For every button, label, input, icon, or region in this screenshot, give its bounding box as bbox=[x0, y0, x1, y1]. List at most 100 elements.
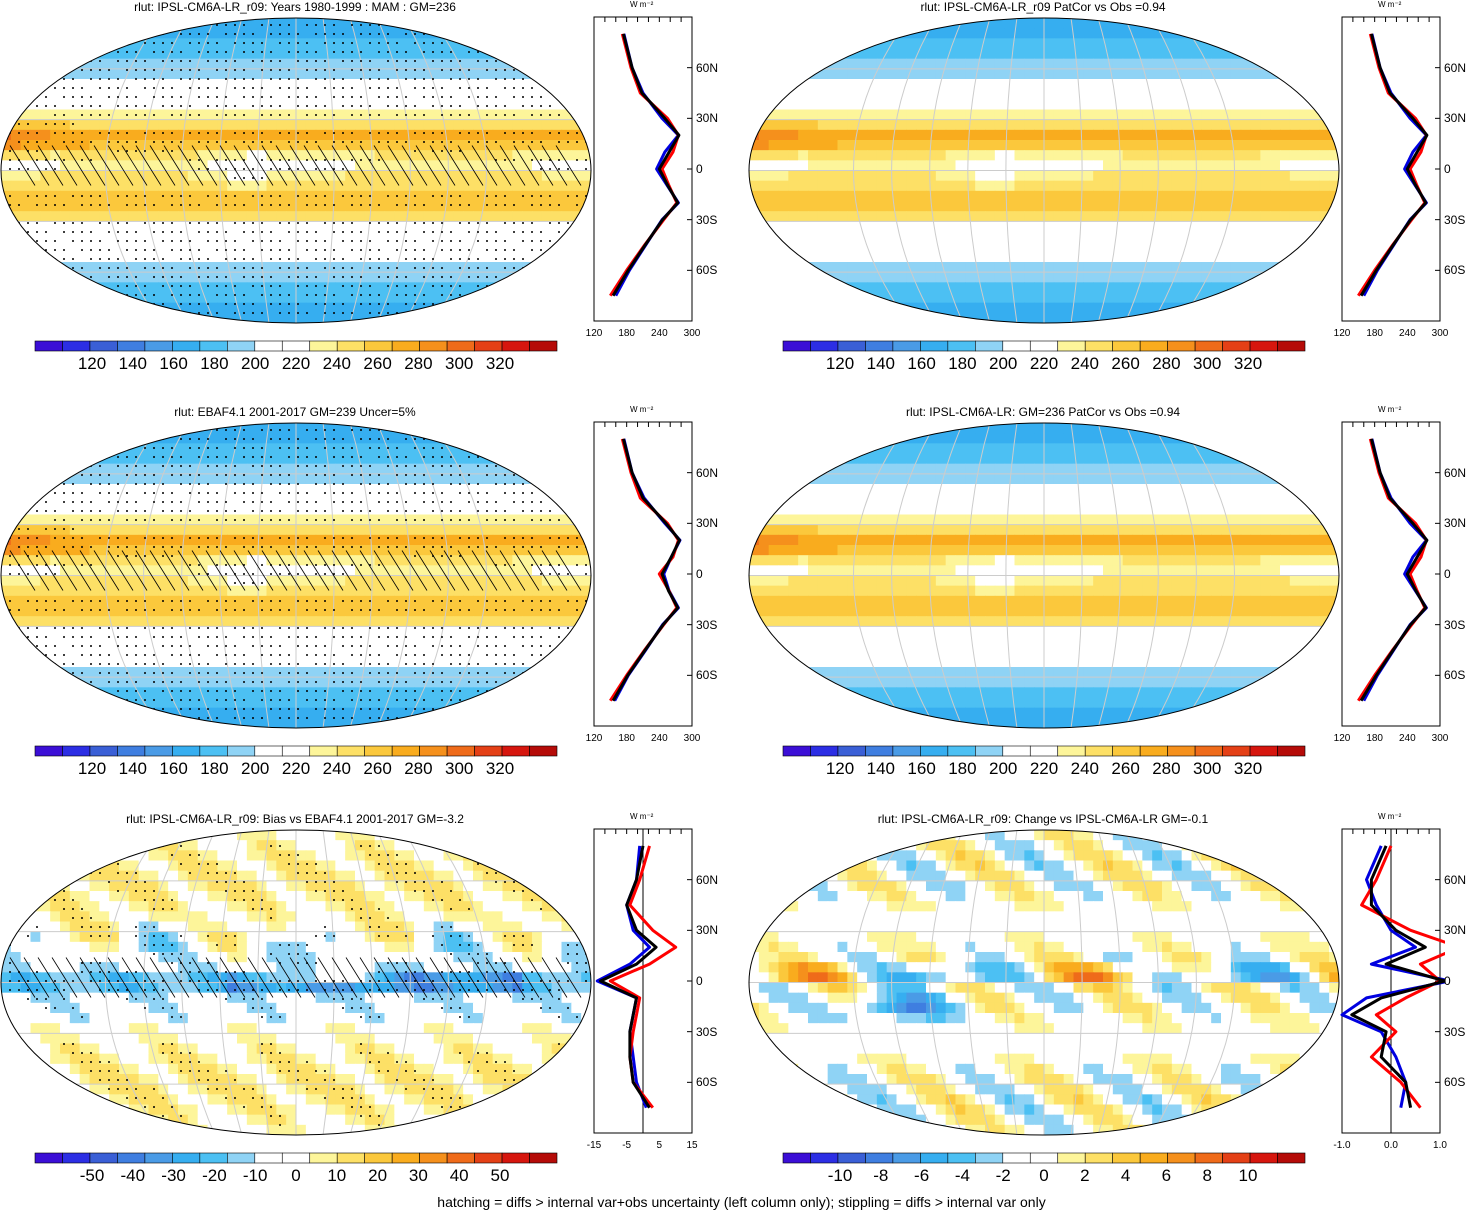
stipple-dot bbox=[558, 267, 560, 269]
stipple-dot bbox=[459, 267, 461, 269]
map-cell bbox=[965, 180, 976, 192]
stipple-dot bbox=[27, 168, 29, 170]
map-cell bbox=[1112, 99, 1124, 111]
stipple-dot bbox=[216, 141, 218, 143]
stipple-dot bbox=[216, 114, 218, 116]
map-cell bbox=[788, 231, 799, 243]
map-cell bbox=[1260, 99, 1271, 111]
map-cell bbox=[305, 99, 317, 111]
map-cell bbox=[178, 79, 189, 90]
map-cell bbox=[473, 79, 484, 90]
stipple-dot bbox=[36, 42, 38, 44]
map-cell bbox=[158, 89, 169, 100]
stipple-dot bbox=[207, 303, 209, 305]
map-cell bbox=[935, 231, 947, 243]
stipple-dot bbox=[486, 51, 488, 53]
map-cell bbox=[1132, 129, 1143, 141]
map-cell bbox=[1083, 231, 1094, 243]
map-cell bbox=[178, 292, 189, 304]
map-cell bbox=[128, 241, 140, 253]
map-cell bbox=[178, 221, 189, 233]
stipple-dot bbox=[405, 60, 407, 62]
map-cell bbox=[926, 262, 937, 273]
graticule-line bbox=[403, 18, 449, 323]
map-cell bbox=[99, 119, 110, 131]
stipple-dot bbox=[297, 60, 299, 62]
stipple-dot bbox=[513, 141, 515, 143]
map-cell bbox=[522, 28, 533, 39]
map-cell bbox=[857, 48, 868, 60]
map-cell bbox=[10, 262, 22, 273]
stipple-dot bbox=[378, 51, 380, 53]
stipple-dot bbox=[207, 267, 209, 269]
map-cell bbox=[1073, 109, 1084, 121]
map-cell bbox=[99, 28, 110, 39]
map-cell bbox=[256, 150, 268, 161]
map-cell bbox=[1221, 28, 1232, 39]
map-cell bbox=[798, 28, 809, 39]
map-cell bbox=[404, 48, 415, 60]
stipple-dot bbox=[9, 123, 11, 125]
map-cell bbox=[1073, 38, 1084, 50]
map-cell bbox=[1319, 160, 1330, 172]
map-cell bbox=[1004, 28, 1016, 39]
map-cell bbox=[227, 302, 238, 314]
stipple-dot bbox=[315, 294, 317, 296]
map-cell bbox=[20, 170, 32, 182]
stipple-dot bbox=[468, 51, 470, 53]
map-cell bbox=[1093, 160, 1104, 172]
map-cell bbox=[502, 68, 513, 80]
map-cell bbox=[1122, 211, 1134, 222]
map-cell bbox=[355, 119, 366, 131]
stipple-dot bbox=[522, 87, 524, 89]
stipple-dot bbox=[468, 222, 470, 224]
map-cell bbox=[168, 119, 179, 131]
stipple-dot bbox=[351, 60, 353, 62]
map-cell bbox=[994, 272, 1006, 283]
map-cell bbox=[1112, 28, 1124, 39]
stipple-dot bbox=[441, 150, 443, 152]
stipple-dot bbox=[171, 276, 173, 278]
stipple-dot bbox=[144, 78, 146, 80]
map-cell bbox=[837, 272, 848, 283]
stipple-dot bbox=[333, 303, 335, 305]
map-cell bbox=[1132, 272, 1143, 283]
map-cell bbox=[522, 170, 533, 182]
map-cell bbox=[305, 89, 317, 100]
map-cell bbox=[1270, 231, 1281, 243]
map-cell bbox=[482, 89, 494, 100]
stipple-dot bbox=[198, 51, 200, 53]
map-cell bbox=[758, 241, 770, 253]
map-cell bbox=[906, 282, 917, 294]
map-cell bbox=[40, 28, 51, 39]
map-cell bbox=[453, 312, 464, 323]
map-cell bbox=[384, 89, 395, 100]
stipple-dot bbox=[504, 132, 506, 134]
map-cell bbox=[1240, 160, 1252, 172]
map-cell bbox=[453, 28, 464, 39]
map-cell bbox=[522, 201, 533, 212]
map-cell bbox=[1014, 28, 1025, 39]
colorbar-swatch bbox=[364, 340, 393, 352]
map-cell bbox=[256, 140, 268, 151]
stipple-dot bbox=[441, 312, 443, 314]
map-cell bbox=[1034, 190, 1045, 202]
stipple-dot bbox=[468, 42, 470, 44]
map-cell bbox=[581, 99, 591, 111]
map-cell bbox=[788, 99, 799, 111]
map-cell bbox=[945, 231, 957, 243]
map-cell bbox=[345, 241, 356, 253]
map-cell bbox=[1024, 89, 1035, 100]
map-cell bbox=[158, 119, 169, 131]
map-cell bbox=[109, 38, 120, 50]
map-cell bbox=[1329, 48, 1339, 60]
map-cell bbox=[394, 292, 405, 304]
stipple-dot bbox=[432, 195, 434, 197]
stipple-dot bbox=[576, 249, 578, 251]
map-cell bbox=[1211, 68, 1222, 80]
stipple-dot bbox=[441, 204, 443, 206]
map-cell bbox=[355, 302, 366, 314]
map-cell bbox=[798, 211, 809, 222]
colorbar-swatch bbox=[529, 340, 558, 352]
stipple-dot bbox=[9, 24, 11, 26]
